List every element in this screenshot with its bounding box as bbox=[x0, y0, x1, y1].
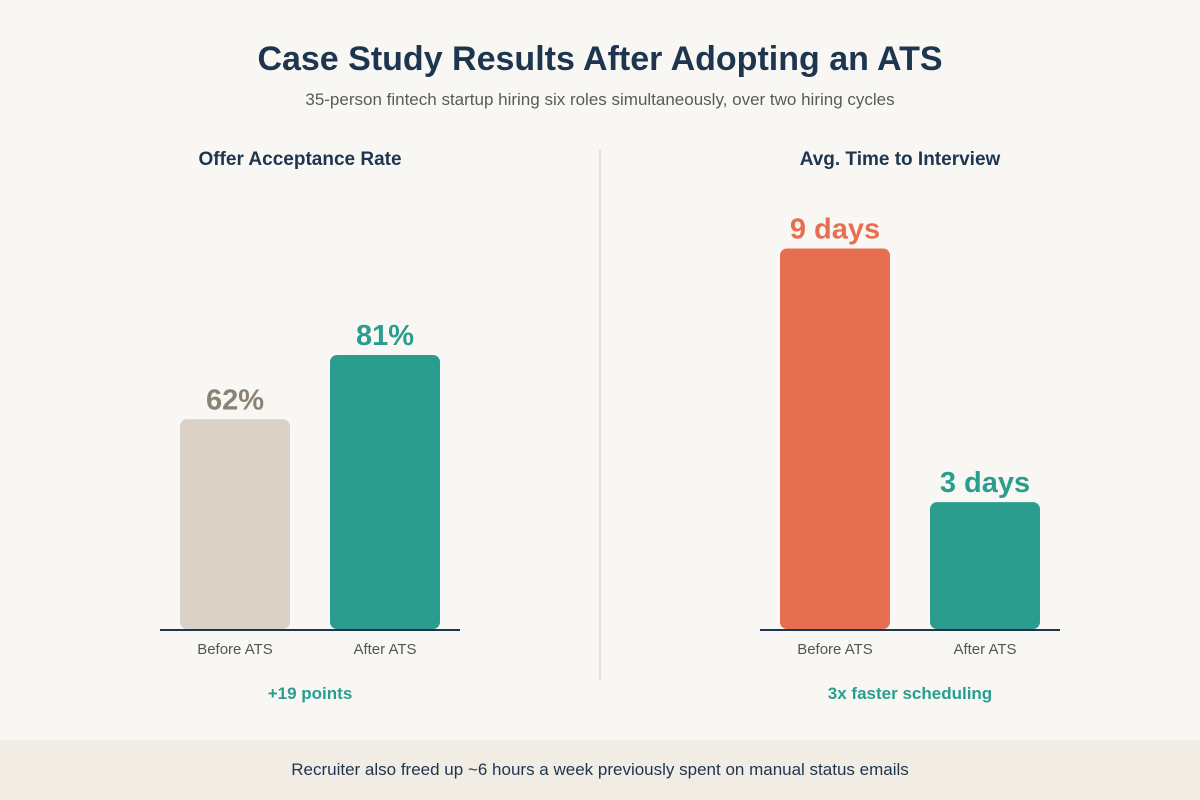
chart-title: Avg. Time to Interview bbox=[800, 149, 1001, 170]
data-label: 9 days bbox=[790, 213, 880, 245]
bar bbox=[930, 502, 1040, 629]
footer-note: Recruiter also freed up ~6 hours a week … bbox=[291, 760, 909, 779]
bar bbox=[780, 248, 890, 629]
category-label: After ATS bbox=[353, 641, 416, 658]
bar bbox=[330, 355, 440, 629]
offer-acceptance-chart: Offer Acceptance Rate 62% Before ATS 81% Aft… bbox=[160, 149, 460, 703]
time-to-interview-chart: Avg. Time to Interview 9 days Before ATS 3 … bbox=[760, 149, 1060, 703]
chart-annotation: 3x faster scheduling bbox=[828, 684, 992, 703]
category-label: Before ATS bbox=[797, 641, 873, 658]
data-label: 81% bbox=[356, 320, 414, 352]
bar bbox=[180, 419, 290, 629]
page-title: Case Study Results After Adopting an ATS bbox=[257, 40, 943, 78]
chart-annotation: +19 points bbox=[268, 684, 353, 703]
category-label: Before ATS bbox=[197, 641, 273, 658]
page-subtitle: 35-person fintech startup hiring six rol… bbox=[305, 90, 895, 109]
category-label: After ATS bbox=[953, 641, 1016, 658]
footer-banner: Recruiter also freed up ~6 hours a week … bbox=[0, 740, 1200, 800]
data-label: 3 days bbox=[940, 467, 1030, 499]
data-label: 62% bbox=[206, 384, 264, 416]
chart-title: Offer Acceptance Rate bbox=[198, 149, 401, 170]
panel-divider bbox=[599, 150, 601, 680]
